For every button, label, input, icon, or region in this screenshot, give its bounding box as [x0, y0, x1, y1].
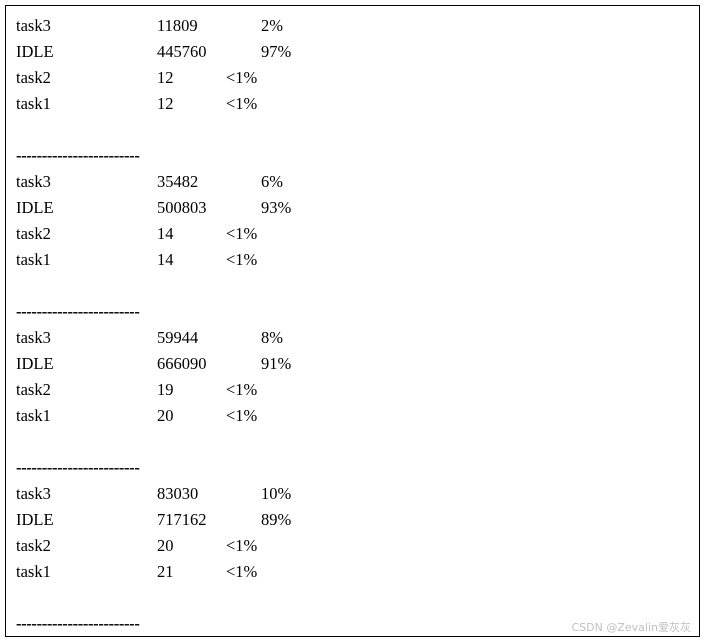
task-percent: 97% — [261, 42, 292, 61]
task-row: task2 20 <1% — [16, 533, 699, 559]
task-row: task3 11809 2% — [16, 13, 699, 39]
blank-line — [16, 585, 699, 611]
task-count: 12 — [157, 94, 174, 113]
task-count: 59944 — [157, 328, 199, 347]
task-row: IDLE 666090 91% — [16, 351, 699, 377]
task-name: task3 — [16, 484, 51, 503]
task-row: task2 14 <1% — [16, 221, 699, 247]
stats-block: task3 59944 8% IDLE 666090 91% task2 19 <1% task1… — [16, 325, 699, 481]
task-percent: 89% — [261, 510, 292, 529]
task-name: task3 — [16, 328, 51, 347]
output-panel: task3 11809 2% IDLE 445760 97% task2 12 <1% task1… — [5, 5, 700, 637]
task-percent: 6% — [261, 172, 283, 191]
stats-block: task3 35482 6% IDLE 500803 93% task2 14 <1% task1… — [16, 169, 699, 325]
task-name: task3 — [16, 172, 51, 191]
task-row: task2 12 <1% — [16, 65, 699, 91]
watermark: CSDN @Zevalin爱灰灰 — [571, 621, 692, 634]
stats-block: task3 11809 2% IDLE 445760 97% task2 12 <1% task1… — [16, 13, 699, 169]
task-percent: <1% — [226, 406, 258, 425]
separator-line: ------------------------ — [16, 458, 140, 477]
task-percent: <1% — [226, 68, 258, 87]
task-count: 666090 — [157, 354, 207, 373]
separator-line: ------------------------ — [16, 146, 140, 165]
task-row: task2 19 <1% — [16, 377, 699, 403]
task-count: 21 — [157, 562, 174, 581]
task-name: task1 — [16, 94, 51, 113]
task-row: task1 14 <1% — [16, 247, 699, 273]
task-percent: 10% — [261, 484, 292, 503]
task-percent: <1% — [226, 536, 258, 555]
task-row: task1 21 <1% — [16, 559, 699, 585]
separator-line: ------------------------ — [16, 302, 140, 321]
task-percent: <1% — [226, 562, 258, 581]
task-percent: <1% — [226, 250, 258, 269]
task-percent: 8% — [261, 328, 283, 347]
task-name: task2 — [16, 224, 51, 243]
task-row: task3 35482 6% — [16, 169, 699, 195]
task-name: task3 — [16, 16, 51, 35]
task-count: 445760 — [157, 42, 207, 61]
task-percent: 2% — [261, 16, 283, 35]
task-name: task1 — [16, 406, 51, 425]
task-count: 35482 — [157, 172, 199, 191]
task-count: 12 — [157, 68, 174, 87]
task-stats-log: task3 11809 2% IDLE 445760 97% task2 12 <1% task1… — [16, 13, 699, 636]
task-name: task1 — [16, 562, 51, 581]
task-name: IDLE — [16, 198, 54, 217]
task-count: 11809 — [157, 16, 198, 35]
task-count: 19 — [157, 380, 174, 399]
task-count: 20 — [157, 406, 174, 425]
task-count: 14 — [157, 250, 174, 269]
task-row: IDLE 445760 97% — [16, 39, 699, 65]
stats-block: task3 83030 10% IDLE 717162 89% task2 20 <1% task… — [16, 481, 699, 636]
task-name: task2 — [16, 536, 51, 555]
task-count: 717162 — [157, 510, 207, 529]
blank-line — [16, 273, 699, 299]
task-name: task2 — [16, 68, 51, 87]
task-percent: <1% — [226, 224, 258, 243]
task-count: 83030 — [157, 484, 199, 503]
task-row: task1 20 <1% — [16, 403, 699, 429]
separator-line: ------------------------ — [16, 614, 140, 633]
task-percent: <1% — [226, 380, 258, 399]
task-row: IDLE 500803 93% — [16, 195, 699, 221]
task-percent: <1% — [226, 94, 258, 113]
task-count: 500803 — [157, 198, 207, 217]
task-row: IDLE 717162 89% — [16, 507, 699, 533]
task-count: 14 — [157, 224, 174, 243]
task-percent: 91% — [261, 354, 292, 373]
task-name: IDLE — [16, 354, 54, 373]
task-row: task1 12 <1% — [16, 91, 699, 117]
task-row: task3 59944 8% — [16, 325, 699, 351]
blank-line — [16, 429, 699, 455]
task-percent: 93% — [261, 198, 292, 217]
task-name: IDLE — [16, 510, 54, 529]
task-row: task3 83030 10% — [16, 481, 699, 507]
task-name: IDLE — [16, 42, 54, 61]
task-count: 20 — [157, 536, 174, 555]
task-name: task2 — [16, 380, 51, 399]
blank-line — [16, 117, 699, 143]
task-name: task1 — [16, 250, 51, 269]
